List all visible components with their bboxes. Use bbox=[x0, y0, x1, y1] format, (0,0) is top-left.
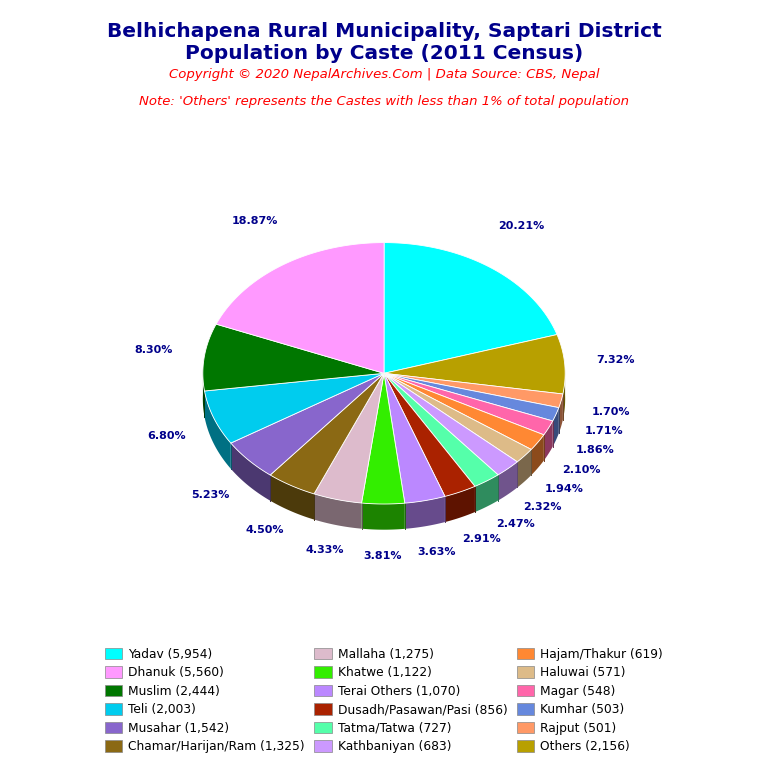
Polygon shape bbox=[204, 373, 384, 443]
Polygon shape bbox=[384, 335, 565, 394]
Text: 4.50%: 4.50% bbox=[246, 525, 284, 535]
Text: 6.80%: 6.80% bbox=[147, 431, 185, 441]
Polygon shape bbox=[314, 373, 384, 503]
Polygon shape bbox=[553, 408, 559, 447]
Text: 20.21%: 20.21% bbox=[498, 221, 545, 231]
Text: 4.33%: 4.33% bbox=[305, 545, 343, 555]
Polygon shape bbox=[384, 373, 475, 496]
Text: 1.94%: 1.94% bbox=[545, 484, 584, 494]
Text: 1.86%: 1.86% bbox=[575, 445, 614, 455]
Polygon shape bbox=[231, 443, 270, 501]
Polygon shape bbox=[362, 373, 405, 504]
Text: 3.81%: 3.81% bbox=[364, 551, 402, 561]
Text: 1.71%: 1.71% bbox=[585, 425, 624, 435]
Polygon shape bbox=[270, 373, 384, 494]
Legend: Yadav (5,954), Dhanuk (5,560), Muslim (2,444), Teli (2,003), Musahar (1,542), Ch: Yadav (5,954), Dhanuk (5,560), Muslim (2… bbox=[100, 643, 668, 758]
Polygon shape bbox=[544, 421, 553, 461]
Polygon shape bbox=[384, 373, 544, 449]
Text: 2.47%: 2.47% bbox=[496, 519, 535, 529]
Polygon shape bbox=[518, 449, 531, 488]
Polygon shape bbox=[384, 373, 498, 486]
Polygon shape bbox=[314, 494, 362, 528]
Text: 3.63%: 3.63% bbox=[417, 547, 456, 557]
Polygon shape bbox=[559, 394, 563, 433]
Text: 1.70%: 1.70% bbox=[591, 407, 630, 417]
Text: 5.23%: 5.23% bbox=[191, 490, 230, 500]
Text: Note: 'Others' represents the Castes with less than 1% of total population: Note: 'Others' represents the Castes wit… bbox=[139, 95, 629, 108]
Polygon shape bbox=[384, 373, 518, 475]
Polygon shape bbox=[445, 486, 475, 522]
Polygon shape bbox=[384, 373, 531, 462]
Polygon shape bbox=[405, 496, 445, 529]
Polygon shape bbox=[384, 373, 559, 421]
Text: 2.32%: 2.32% bbox=[524, 502, 562, 511]
Text: 18.87%: 18.87% bbox=[231, 217, 278, 227]
Polygon shape bbox=[203, 324, 384, 391]
Polygon shape bbox=[475, 475, 498, 512]
Polygon shape bbox=[384, 373, 563, 408]
Polygon shape bbox=[204, 391, 231, 468]
Polygon shape bbox=[362, 503, 405, 530]
Polygon shape bbox=[531, 435, 544, 475]
Polygon shape bbox=[231, 373, 384, 475]
Text: 7.32%: 7.32% bbox=[596, 356, 634, 366]
Polygon shape bbox=[270, 475, 314, 520]
Text: 2.91%: 2.91% bbox=[462, 535, 501, 545]
Polygon shape bbox=[384, 373, 445, 503]
Polygon shape bbox=[384, 243, 557, 373]
Polygon shape bbox=[498, 462, 518, 501]
Polygon shape bbox=[216, 243, 384, 373]
Text: Population by Caste (2011 Census): Population by Caste (2011 Census) bbox=[185, 44, 583, 63]
Text: Belhichapena Rural Municipality, Saptari District: Belhichapena Rural Municipality, Saptari… bbox=[107, 22, 661, 41]
Polygon shape bbox=[384, 373, 553, 435]
Text: 2.10%: 2.10% bbox=[561, 465, 601, 475]
Polygon shape bbox=[563, 369, 565, 419]
Text: Copyright © 2020 NepalArchives.Com | Data Source: CBS, Nepal: Copyright © 2020 NepalArchives.Com | Dat… bbox=[169, 68, 599, 81]
Polygon shape bbox=[203, 369, 204, 417]
Text: 8.30%: 8.30% bbox=[134, 346, 173, 356]
